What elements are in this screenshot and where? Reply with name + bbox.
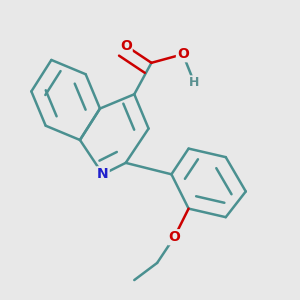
Text: N: N [97, 167, 109, 181]
Text: O: O [168, 230, 180, 244]
Text: H: H [189, 76, 200, 89]
Text: O: O [177, 47, 189, 61]
Text: O: O [120, 39, 132, 53]
